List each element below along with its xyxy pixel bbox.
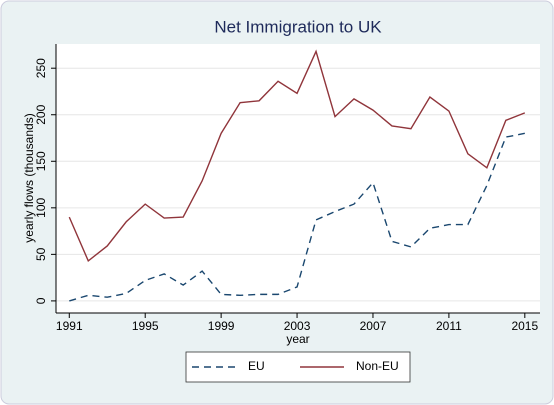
x-tick-label: 2011 [436, 319, 462, 333]
y-tick-label: 50 [34, 247, 48, 261]
x-tick-label: 1995 [132, 319, 159, 333]
legend-label: Non-EU [356, 359, 399, 373]
legend [185, 351, 411, 383]
y-axis-label: yearly flows (thousands) [22, 113, 36, 242]
x-tick-label: 2007 [360, 319, 387, 333]
y-tick-label: 150 [34, 151, 48, 171]
y-tick-label: 200 [34, 104, 48, 124]
y-tick-label: 250 [34, 58, 48, 78]
y-tick-label: 100 [34, 197, 48, 217]
x-tick-label: 2015 [511, 319, 538, 333]
chart-title: Net Immigration to UK [214, 17, 382, 36]
legend-label: EU [248, 359, 265, 373]
series-line [69, 132, 525, 302]
plot-area [56, 44, 540, 313]
series-line [68, 49, 526, 262]
x-tick-label: 1999 [208, 319, 235, 333]
x-tick-label: 2003 [284, 319, 311, 333]
x-axis-label: year [286, 332, 309, 346]
y-tick-label: 0 [34, 297, 48, 304]
x-tick-label: 1991 [56, 319, 83, 333]
